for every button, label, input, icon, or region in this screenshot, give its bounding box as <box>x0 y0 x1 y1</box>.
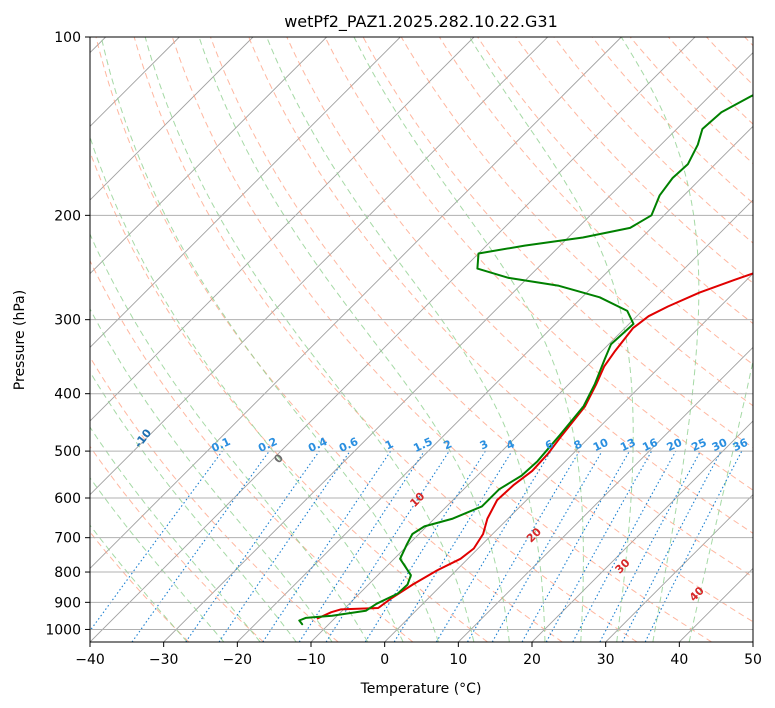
mixing-ratio-line <box>521 450 630 642</box>
x-axis-label: Temperature (°C) <box>360 681 482 697</box>
mixing-ratio-label: 16 <box>640 436 660 454</box>
isotherm-line <box>90 37 475 422</box>
x-tick-label: 20 <box>523 652 541 668</box>
mixing-ratio-line <box>491 450 603 642</box>
x-tick-label: −40 <box>75 652 105 668</box>
moist-adiabat-line <box>144 37 475 642</box>
x-tick-label: 0 <box>380 652 389 668</box>
y-tick-label: 600 <box>54 491 81 507</box>
moist-adiabat-line <box>90 135 404 642</box>
moist-adiabat-line <box>90 308 333 642</box>
y-tick-label: 500 <box>54 444 81 460</box>
x-tick-label: −10 <box>296 652 326 668</box>
isotherm-line <box>90 37 548 496</box>
isotherm-line <box>90 37 696 642</box>
moist-adiabat-line <box>100 37 439 642</box>
plot-area <box>90 37 753 642</box>
chart-title: wetPf2_PAZ1.2025.282.10.22.G31 <box>284 12 558 32</box>
background-lines <box>90 37 753 642</box>
y-tick-label: 300 <box>54 313 81 329</box>
temperature-profile-line <box>316 272 753 620</box>
dry-adiabat-line <box>248 37 753 578</box>
isotherm-line <box>531 420 753 642</box>
pressure-gridlines <box>90 37 753 630</box>
x-tick-label: 50 <box>744 652 762 668</box>
mixing-ratio-line <box>393 450 513 642</box>
dry-adiabat-line <box>400 37 753 407</box>
dry-adiabat-line <box>362 37 753 449</box>
moist-adiabat-line <box>353 37 584 642</box>
dry-adiabat-line <box>591 37 753 204</box>
axis-ticks: −40 −30 −20 −10 0 10 20 30 40 50 100 200 300 400 500 60… <box>45 30 762 668</box>
moist-adiabat-line <box>90 370 297 642</box>
mixing-ratio-line <box>131 450 270 642</box>
moist-adiabat-line <box>90 476 225 642</box>
dewpoint-profile-line <box>298 94 753 626</box>
dry-adiabat-line <box>324 37 753 491</box>
x-tick-label: 10 <box>449 652 467 668</box>
mixing-ratio-line <box>545 450 653 642</box>
y-tick-label: 100 <box>54 30 81 46</box>
x-tick-label: 40 <box>670 652 688 668</box>
isotherm-line <box>90 37 401 348</box>
isotherm-line <box>90 37 327 275</box>
isotherm-line <box>237 125 753 642</box>
mixing-ratio-line <box>185 450 320 642</box>
mixing-ratio-line <box>325 450 450 642</box>
y-tick-label: 900 <box>54 595 81 611</box>
dry-adiabat-line <box>477 37 753 325</box>
y-tick-label: 700 <box>54 531 81 547</box>
moist-adiabat-line <box>620 37 700 642</box>
x-tick-label: −30 <box>149 652 179 668</box>
mixing-ratio-line <box>90 450 223 632</box>
y-tick-label: 200 <box>54 208 81 224</box>
y-tick-label: 400 <box>54 387 81 403</box>
y-tick-label: 800 <box>54 565 81 581</box>
profile-lines <box>298 94 753 626</box>
dry-adiabat-line <box>629 37 753 165</box>
y-tick-label: 1000 <box>45 622 81 638</box>
mixing-ratio-line <box>435 450 552 642</box>
mixing-ratio-label: 36 <box>731 436 751 454</box>
isotherm-line <box>458 346 753 642</box>
moist-adiabat-line <box>198 37 510 642</box>
dry-adiabat-line <box>90 445 264 642</box>
isotherm-line <box>163 52 753 642</box>
mixing-ratio-label: 10 <box>591 436 611 454</box>
mixing-ratio-label: 30 <box>710 436 730 454</box>
mixing-ratio-line <box>218 450 351 642</box>
moist-adiabat-line <box>90 232 369 642</box>
x-tick-label: 30 <box>597 652 615 668</box>
mixing-ratio-label: 25 <box>689 436 708 454</box>
dry-adiabat-line <box>90 259 414 642</box>
mixing-ratio-line <box>364 450 486 642</box>
plot-frame <box>89 36 754 643</box>
mixing-ratio-label: 20 <box>665 436 685 454</box>
dry-adiabat-line <box>133 37 638 642</box>
mixing-ratio-line <box>467 450 580 642</box>
dry-adiabat-line <box>210 37 753 623</box>
y-axis-label: Pressure (hPa) <box>12 290 28 390</box>
isotherm-line <box>90 37 622 569</box>
moist-adiabat-line <box>90 524 188 642</box>
mixing-ratio-line <box>572 450 677 642</box>
moist-adiabat-line <box>90 426 261 642</box>
x-tick-label: −20 <box>223 652 253 668</box>
dry-adiabat-line <box>95 37 563 642</box>
mixing-ratio-label: 13 <box>618 436 637 454</box>
isotherm-line <box>384 273 753 642</box>
dry-adiabat-line <box>515 37 753 284</box>
isotherm-line <box>605 494 753 642</box>
isotherm-line <box>90 37 254 201</box>
dry-adiabat-line <box>171 37 712 642</box>
moist-adiabat-line <box>266 37 546 642</box>
moist-adiabat-line <box>688 358 753 642</box>
